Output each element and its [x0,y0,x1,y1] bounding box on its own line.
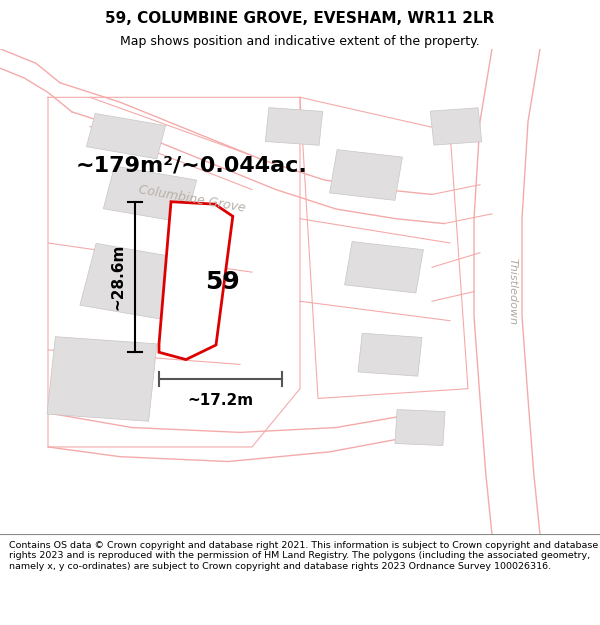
Text: Thistledown: Thistledown [508,258,518,325]
Polygon shape [86,114,166,159]
Text: ~28.6m: ~28.6m [110,244,125,310]
Text: Columbine Grove: Columbine Grove [137,184,247,215]
Polygon shape [329,149,403,201]
Polygon shape [47,337,157,421]
Polygon shape [358,333,422,376]
Polygon shape [265,107,323,145]
Text: 59, COLUMBINE GROVE, EVESHAM, WR11 2LR: 59, COLUMBINE GROVE, EVESHAM, WR11 2LR [106,11,494,26]
Text: Map shows position and indicative extent of the property.: Map shows position and indicative extent… [120,35,480,48]
Text: Contains OS data © Crown copyright and database right 2021. This information is : Contains OS data © Crown copyright and d… [9,541,598,571]
Text: 59: 59 [205,270,239,294]
Polygon shape [430,108,482,145]
Polygon shape [344,242,424,293]
Polygon shape [80,243,184,320]
Polygon shape [159,202,233,359]
Polygon shape [103,166,197,223]
Text: ~179m²/~0.044ac.: ~179m²/~0.044ac. [76,155,308,175]
Text: ~17.2m: ~17.2m [187,392,254,408]
Polygon shape [395,409,445,446]
